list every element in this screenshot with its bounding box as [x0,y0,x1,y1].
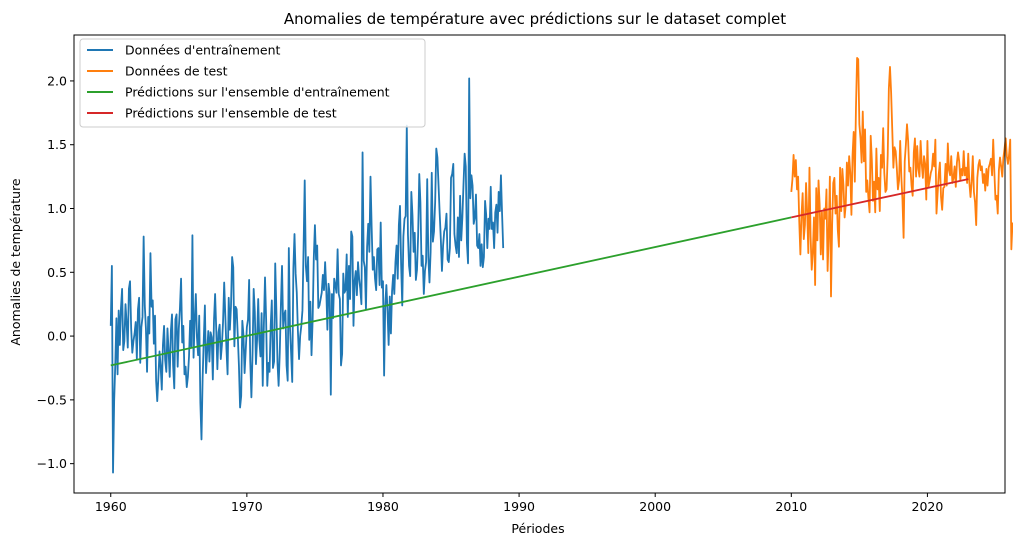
legend: Données d'entraînement Données de test Pré… [79,38,426,128]
y-tick-label: 0.0 [47,329,67,344]
x-tick-label: 1970 [231,499,263,514]
x-tick-label: 1990 [503,499,535,514]
y-tick-label: 1.5 [47,137,67,152]
x-axis-label: Périodes [511,521,564,536]
y-axis-label: Anomalies de température [8,178,23,346]
x-axis: 1960 1970 1980 1990 2000 2010 2020 [95,493,944,514]
plot-frame [73,34,1006,494]
legend-entry-label: Données d'entraînement [125,43,281,58]
x-tick-label: 2000 [639,499,671,514]
x-tick-label: 2020 [912,499,944,514]
series-line-4 [791,178,969,219]
x-tick-label: 1980 [367,499,399,514]
y-tick-label: −0.5 [37,392,67,407]
legend-entry-label: Données de test [125,64,228,79]
legend-box [79,38,426,128]
chart-title: Anomalies de température avec prédiction… [284,10,786,28]
series-line-2 [790,57,1013,298]
legend-entry-label: Prédictions sur l'ensemble de test [125,106,337,121]
y-tick-label: 1.0 [47,201,67,216]
y-tick-label: −1.0 [37,456,67,471]
y-tick-label: 0.5 [47,265,67,280]
x-tick-label: 1960 [95,499,127,514]
legend-entry-label: Prédictions sur l'ensemble d'entraînemen… [125,85,390,100]
x-tick-label: 2010 [775,499,807,514]
plot-area [109,57,1013,474]
series-line-1 [109,77,505,474]
series-line-3 [110,216,792,367]
y-tick-label: 2.0 [47,73,67,88]
y-axis: −1.0 −0.5 0.0 0.5 1.0 1.5 2.0 [37,73,74,471]
